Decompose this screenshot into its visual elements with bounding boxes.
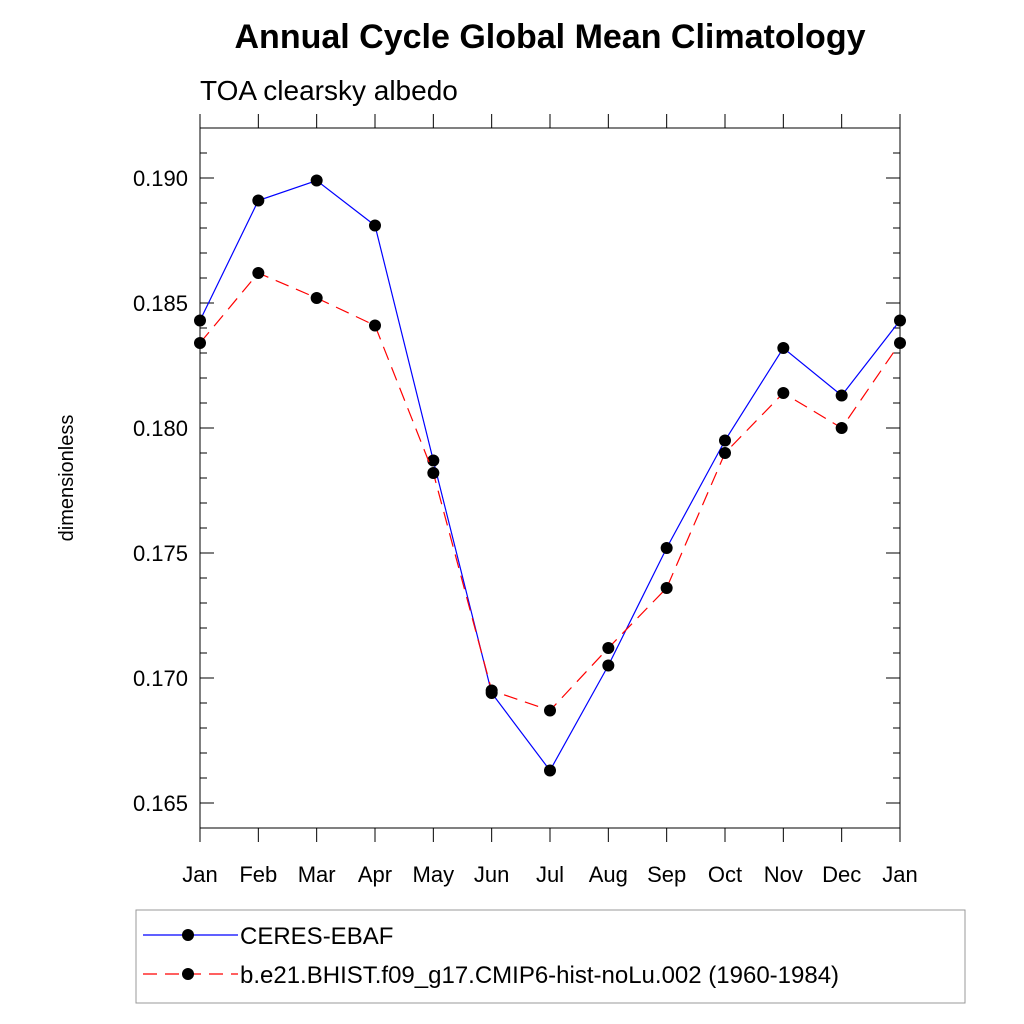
- data-point: [310, 174, 323, 187]
- data-point: [252, 194, 265, 207]
- chart-subtitle: TOA clearsky albedo: [200, 75, 458, 106]
- data-point: [194, 314, 206, 327]
- data-point: [835, 422, 848, 434]
- x-tick-label: Jan: [882, 862, 917, 887]
- data-point: [310, 292, 323, 304]
- data-point: [894, 337, 906, 349]
- data-point: [427, 467, 440, 479]
- legend-label: b.e21.BHIST.f09_g17.CMIP6-hist-noLu.002 …: [240, 962, 839, 989]
- data-point: [660, 542, 673, 554]
- y-tick-label: 0.170: [133, 666, 188, 691]
- data-point: [427, 454, 440, 467]
- legend-label: CERES-EBAF: [240, 923, 393, 950]
- y-axis-label: dimensionless: [56, 415, 78, 542]
- legend-box: [135, 909, 966, 1004]
- series-line: [199, 272, 901, 712]
- axes-ticks: 0.165 0.170 0.175 0.180 0.185 0.190 Jan Feb Mar A…: [133, 114, 918, 887]
- y-tick-label: 0.190: [133, 166, 188, 191]
- plot-frame: [199, 127, 901, 829]
- legend-marker: [182, 968, 194, 980]
- data-point: [894, 314, 906, 327]
- data-point: [544, 704, 556, 717]
- legend: CERES-EBAF b.e21.BHIST.f09_g17.CMIP6-hist…: [135, 909, 966, 1004]
- x-tick-label: May: [413, 862, 455, 887]
- x-tick-label: Feb: [239, 862, 277, 887]
- data-point: [777, 387, 790, 399]
- data-point: [602, 642, 615, 654]
- series-layer: [194, 174, 906, 777]
- data-point: [369, 219, 381, 232]
- legend-item: b.e21.BHIST.f09_g17.CMIP6-hist-noLu.002 …: [143, 962, 839, 989]
- data-point: [602, 659, 615, 672]
- series-line: [199, 179, 901, 772]
- data-point: [777, 342, 790, 354]
- series-2: [194, 267, 906, 717]
- legend-item: CERES-EBAF: [143, 923, 393, 950]
- data-point: [194, 337, 206, 349]
- y-tick-label: 0.180: [133, 416, 188, 441]
- chart-title: Annual Cycle Global Mean Climatology: [235, 18, 866, 56]
- data-point: [719, 434, 731, 447]
- x-tick-label: Oct: [708, 862, 742, 887]
- x-tick-label: Jan: [182, 862, 217, 887]
- x-tick-label: Jul: [536, 862, 564, 887]
- y-tick-label: 0.185: [133, 291, 188, 316]
- x-tick-label: Jun: [474, 862, 509, 887]
- data-point: [719, 447, 731, 459]
- series-1: [194, 174, 906, 777]
- x-tick-label: Mar: [298, 862, 336, 887]
- y-tick-label: 0.165: [133, 791, 188, 816]
- data-point: [252, 267, 265, 279]
- data-point: [660, 582, 673, 594]
- x-tick-label: Dec: [822, 862, 861, 887]
- data-point: [369, 319, 381, 332]
- legend-marker: [182, 929, 194, 941]
- x-tick-label: Aug: [589, 862, 628, 887]
- x-tick-label: Apr: [358, 862, 392, 887]
- y-tick-label: 0.175: [133, 541, 188, 566]
- data-point: [544, 764, 556, 777]
- x-tick-label: Nov: [764, 862, 803, 887]
- data-point: [485, 684, 498, 697]
- x-tick-label: Sep: [647, 862, 686, 887]
- data-point: [835, 389, 848, 402]
